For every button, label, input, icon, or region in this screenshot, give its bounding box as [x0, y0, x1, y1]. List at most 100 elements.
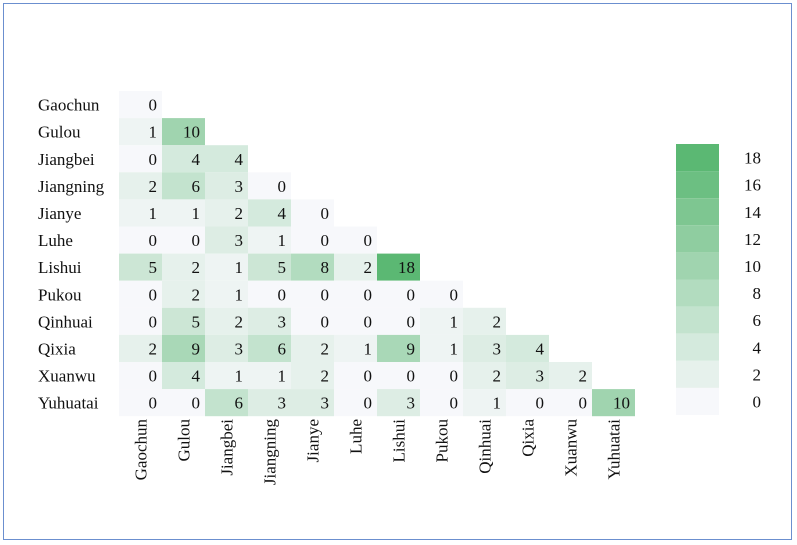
colorbar-tick-label: 12 [744, 230, 761, 249]
heatmap-cell [119, 280, 162, 308]
heatmap-cell [162, 280, 205, 308]
colorbar-tick-label: 18 [744, 149, 761, 168]
cell-value-label: 0 [364, 312, 373, 331]
cell-value-label: 0 [450, 367, 459, 386]
heatmap-cell [205, 280, 248, 308]
heatmap-cell [549, 389, 592, 417]
cell-value-label: 1 [235, 258, 244, 277]
cell-value-label: 10 [183, 123, 200, 142]
column-label: Gaochun [132, 419, 151, 481]
cell-value-label: 3 [278, 394, 287, 413]
heatmap-cell [119, 389, 162, 417]
heatmap-cell [291, 226, 334, 254]
colorbar-swatch [676, 306, 719, 334]
heatmap-cell [119, 253, 162, 281]
heatmap-cell [420, 280, 463, 308]
heatmap-cell [377, 389, 420, 417]
heatmap-cell [205, 199, 248, 227]
colorbar-swatch [676, 198, 719, 226]
heatmap-cell [377, 334, 420, 362]
colorbar-tick-label: 2 [753, 365, 762, 384]
heatmap-cell [162, 389, 205, 417]
heatmap-cell [248, 307, 291, 335]
heatmap-cell [377, 280, 420, 308]
row-label: Pukou [38, 285, 82, 304]
row-label: Yuhuatai [38, 394, 99, 413]
cell-value-label: 4 [278, 204, 287, 223]
row-label: Qinhuai [38, 312, 93, 331]
colorbar-tick-label: 0 [753, 392, 762, 411]
cell-value-label: 1 [192, 204, 201, 223]
cell-value-label: 1 [450, 339, 459, 358]
cell-value-label: 3 [278, 312, 287, 331]
cell-value-label: 0 [579, 394, 588, 413]
cell-value-label: 1 [149, 123, 158, 142]
cell-value-label: 0 [321, 231, 330, 250]
heatmap-cell [248, 199, 291, 227]
cell-value-label: 4 [235, 150, 244, 169]
cell-value-label: 0 [321, 285, 330, 304]
cell-value-label: 0 [407, 312, 416, 331]
cell-value-label: 9 [192, 339, 201, 358]
cell-value-label: 8 [321, 258, 330, 277]
heatmap-cell [162, 307, 205, 335]
heatmap-cell [506, 389, 549, 417]
heatmap-chart: 01 100 4 42 6 3 01 1 2 4 00 0 3 1 0 05 2 1 5 8 2 180 2 1 0 0 0 0 00 5… [38, 91, 762, 486]
column-label: Lishui [390, 419, 409, 463]
heatmap-cell [420, 362, 463, 390]
cell-value-label: 2 [235, 312, 244, 331]
cell-value-label: 4 [536, 339, 545, 358]
colorbar-swatch [676, 279, 719, 307]
column-labels: Gaochun Gulou Jiangbei Jiangning Jianye Luhe L… [132, 419, 624, 486]
heatmap-cell [506, 334, 549, 362]
row-labels: Gaochun Gulou Jiangbei Jiangning Jianye Luhe L… [38, 96, 105, 413]
column-label: Qixia [519, 419, 538, 457]
heatmap-cell [549, 362, 592, 390]
cell-value-label: 5 [278, 258, 287, 277]
cell-value-label: 0 [450, 394, 459, 413]
cell-value-label: 2 [149, 339, 158, 358]
heatmap-cell [291, 280, 334, 308]
cell-value-label: 2 [149, 177, 158, 196]
colorbar-swatch [676, 387, 719, 415]
cell-value-label: 1 [450, 312, 459, 331]
column-label: Luhe [347, 419, 366, 454]
cell-value-label: 3 [407, 394, 416, 413]
row-label: Xuanwu [38, 367, 96, 386]
heatmap-cell [291, 362, 334, 390]
heatmap-cell [248, 389, 291, 417]
heatmap-cell [334, 253, 377, 281]
heatmap-cell [248, 334, 291, 362]
colorbar-tick-label: 4 [753, 338, 762, 357]
cell-value-label: 0 [364, 394, 373, 413]
heatmap-cell [119, 362, 162, 390]
cell-value-label: 3 [321, 394, 330, 413]
column-label: Jianye [304, 419, 323, 462]
heatmap-cell [162, 172, 205, 200]
heatmap-cell [377, 253, 420, 281]
cell-value-label: 0 [450, 285, 459, 304]
cell-value-label: 1 [278, 231, 287, 250]
column-label: Jiangning [261, 419, 280, 486]
heatmap-cell [592, 389, 635, 417]
cell-value-label: 1 [364, 339, 373, 358]
cell-value-label: 1 [278, 367, 287, 386]
heatmap-cell [205, 172, 248, 200]
heatmap-cell [162, 334, 205, 362]
cell-value-label: 3 [493, 339, 502, 358]
heatmap-cell [420, 307, 463, 335]
cell-value-label: 2 [321, 367, 330, 386]
cell-value-label: 2 [493, 367, 502, 386]
cell-value-label: 3 [536, 367, 545, 386]
heatmap-cell [291, 334, 334, 362]
cell-value-label: 0 [149, 394, 158, 413]
cell-value-label: 3 [235, 231, 244, 250]
row-label: Gaochun [38, 96, 100, 115]
colorbar-tick-label: 10 [744, 257, 761, 276]
heatmap-cell [248, 253, 291, 281]
cell-value-label: 0 [278, 285, 287, 304]
heatmap-cell [119, 91, 162, 119]
row-label: Lishui [38, 258, 82, 277]
heatmap-cell [119, 199, 162, 227]
cell-value-label: 0 [149, 312, 158, 331]
